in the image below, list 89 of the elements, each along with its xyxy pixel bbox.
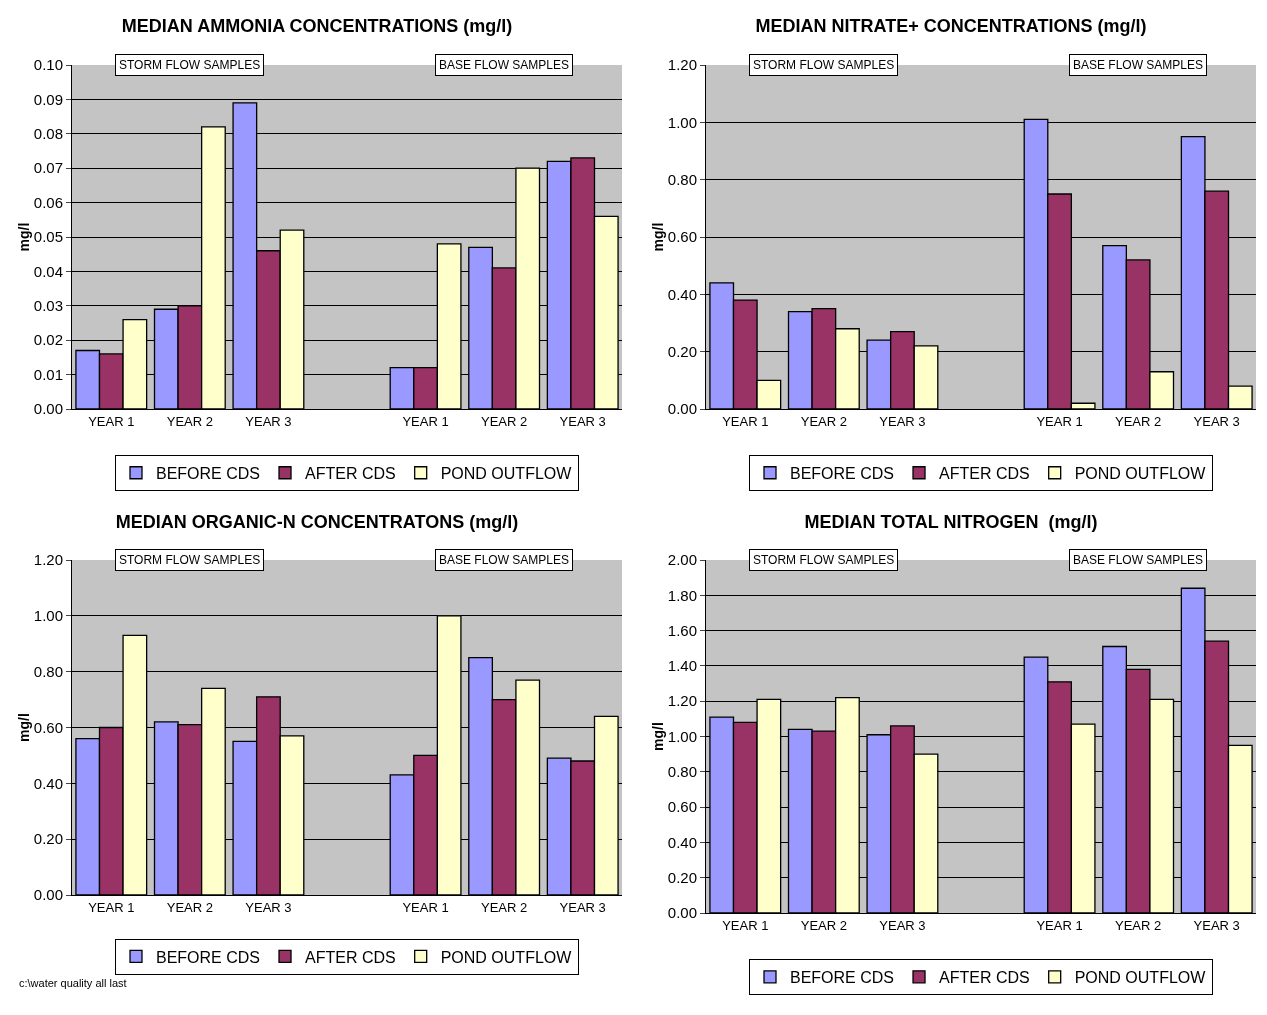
- legend-label: POND OUTFLOW: [1074, 969, 1207, 987]
- annotation: BASE FLOW SAMPLES: [1073, 58, 1204, 72]
- y-tick-label: 2.00: [667, 551, 697, 569]
- y-tick-label: 0.60: [33, 718, 63, 736]
- legend-label: POND OUTFLOW: [1074, 464, 1207, 482]
- y-axis-title: mg/l: [15, 222, 32, 252]
- x-tick-label: YEAR 3: [1193, 413, 1240, 429]
- annotation: STORM FLOW SAMPLES: [753, 553, 895, 567]
- legend-label: AFTER CDS: [305, 948, 396, 966]
- y-tick-label: 0.10: [33, 56, 63, 74]
- y-tick-label: 0.06: [33, 193, 63, 211]
- x-tick-label: YEAR 1: [402, 899, 449, 915]
- y-tick-label: 0.00: [33, 400, 63, 418]
- y-axis-title: mg/l: [15, 713, 32, 742]
- y-tick-label: 0.80: [667, 170, 697, 188]
- x-tick-label: YEAR 1: [722, 917, 769, 933]
- x-tick-label: YEAR 2: [1115, 413, 1162, 429]
- x-tick-label: YEAR 1: [88, 899, 135, 915]
- legend-label: BEFORE CDS: [156, 948, 261, 966]
- x-tick-label: YEAR 2: [800, 917, 847, 933]
- x-tick-label: YEAR 1: [1036, 413, 1083, 429]
- x-tick-label: YEAR 2: [1115, 917, 1162, 933]
- y-tick-label: 0.60: [667, 798, 697, 816]
- x-tick-label: YEAR 3: [245, 413, 292, 429]
- y-tick-label: 0.40: [667, 285, 697, 303]
- x-tick-label: YEAR 1: [402, 413, 449, 429]
- x-tick-label: YEAR 2: [481, 899, 528, 915]
- y-tick-label: 0.40: [667, 833, 697, 851]
- x-tick-label: YEAR 2: [800, 413, 847, 429]
- y-tick-label: 0.20: [667, 868, 697, 886]
- y-tick-label: 1.20: [667, 56, 697, 74]
- x-tick-label: YEAR 3: [1193, 917, 1240, 933]
- chart-title: MEDIAN NITRATE+ CONCENTRATIONS (mg/l): [755, 16, 1147, 37]
- y-tick-label: 1.20: [667, 692, 697, 710]
- y-tick-label: 0.80: [667, 763, 697, 781]
- y-tick-label: 1.00: [667, 113, 697, 131]
- annotation: STORM FLOW SAMPLES: [119, 553, 261, 567]
- annotation: BASE FLOW SAMPLES: [439, 58, 570, 72]
- y-tick-label: 0.05: [33, 228, 63, 246]
- x-tick-label: YEAR 1: [1036, 917, 1083, 933]
- y-tick-label: 1.20: [33, 551, 63, 569]
- x-tick-label: YEAR 1: [722, 413, 769, 429]
- x-tick-label: YEAR 2: [481, 413, 528, 429]
- chart-title: MEDIAN TOTAL NITROGEN (mg/l): [804, 511, 1098, 532]
- legend-label: AFTER CDS: [305, 464, 396, 482]
- y-tick-label: 0.01: [33, 365, 63, 383]
- y-tick-label: 0.09: [33, 90, 63, 108]
- legend-label: AFTER CDS: [939, 969, 1030, 987]
- chart-title: MEDIAN ORGANIC-N CONCENTRATONS (mg/l): [115, 511, 519, 532]
- x-tick-label: YEAR 1: [88, 413, 135, 429]
- legend-label: POND OUTFLOW: [440, 948, 573, 966]
- y-tick-label: 1.80: [667, 586, 697, 604]
- y-tick-label: 1.00: [667, 727, 697, 745]
- y-tick-label: 0.40: [33, 774, 63, 792]
- x-tick-label: YEAR 2: [166, 899, 213, 915]
- legend-label: POND OUTFLOW: [440, 464, 573, 482]
- y-tick-label: 0.08: [33, 125, 63, 143]
- y-axis-title: mg/l: [649, 222, 666, 252]
- annotation: BASE FLOW SAMPLES: [439, 553, 570, 567]
- legend-label: BEFORE CDS: [156, 464, 261, 482]
- chart-title: MEDIAN AMMONIA CONCENTRATIONS (mg/l): [121, 16, 513, 37]
- y-tick-label: 0.03: [33, 297, 63, 315]
- legend-label: AFTER CDS: [939, 464, 1030, 482]
- y-tick-label: 0.00: [667, 400, 697, 418]
- text: c:\water quality all last: [19, 977, 127, 989]
- y-tick-label: 0.07: [33, 159, 63, 177]
- x-tick-label: YEAR 3: [245, 899, 292, 915]
- legend-label: BEFORE CDS: [790, 969, 895, 987]
- y-tick-label: 1.40: [667, 657, 697, 675]
- y-tick-label: 0.00: [667, 904, 697, 922]
- annotation: STORM FLOW SAMPLES: [119, 58, 261, 72]
- y-tick-label: 0.20: [667, 342, 697, 360]
- legend-label: BEFORE CDS: [790, 464, 895, 482]
- y-tick-label: 0.00: [33, 886, 63, 904]
- x-tick-label: YEAR 2: [166, 413, 213, 429]
- x-tick-label: YEAR 3: [559, 899, 606, 915]
- y-tick-label: 0.80: [33, 662, 63, 680]
- y-tick-label: 0.60: [667, 228, 697, 246]
- annotation: BASE FLOW SAMPLES: [1073, 553, 1204, 567]
- y-axis-title: mg/l: [649, 722, 666, 751]
- x-tick-label: YEAR 3: [879, 917, 926, 933]
- y-tick-label: 1.00: [33, 607, 63, 625]
- y-tick-label: 0.20: [33, 830, 63, 848]
- x-tick-label: YEAR 3: [559, 413, 606, 429]
- x-tick-label: YEAR 3: [879, 413, 926, 429]
- y-tick-label: 1.60: [667, 621, 697, 639]
- annotation: STORM FLOW SAMPLES: [753, 58, 895, 72]
- y-tick-label: 0.02: [33, 331, 63, 349]
- y-tick-label: 0.04: [33, 262, 63, 280]
